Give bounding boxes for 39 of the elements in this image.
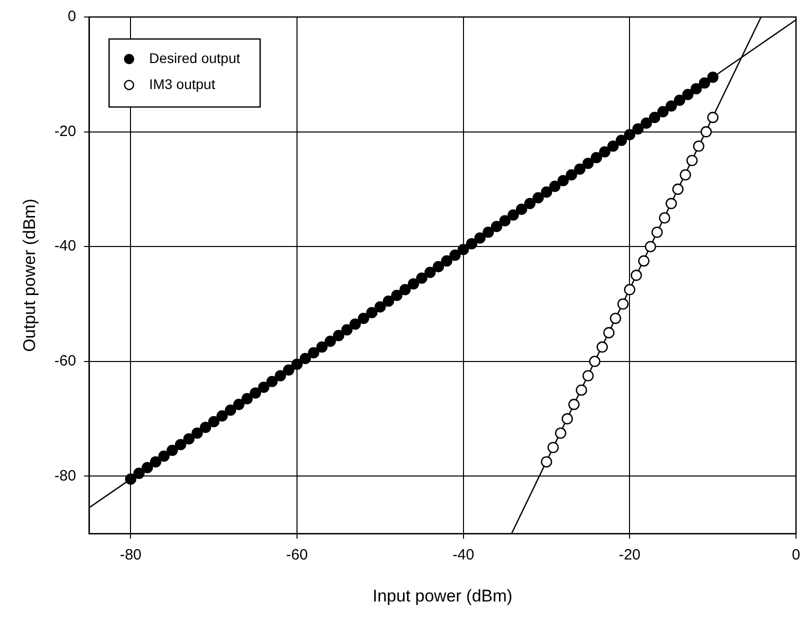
point: [707, 112, 718, 124]
x-tick-label: -60: [286, 546, 308, 564]
point: [666, 198, 677, 210]
y-tick-label: -60: [54, 352, 76, 370]
point: [562, 413, 573, 424]
point: [554, 428, 566, 439]
point: [540, 456, 552, 468]
x-tick-label: 0: [792, 546, 800, 564]
point: [651, 226, 663, 238]
point: [700, 126, 712, 138]
y-tick-label: -20: [54, 122, 76, 140]
y-axis-title: Output power (dBm): [20, 198, 39, 352]
y-tick-label: -80: [54, 467, 76, 484]
point: [603, 327, 615, 338]
point: [596, 341, 608, 353]
x-tick-label: -80: [120, 546, 142, 564]
x-axis-title: Input power (dBm): [372, 586, 512, 606]
point: [686, 154, 698, 166]
x-tick-label: -20: [618, 546, 641, 564]
point: [576, 384, 588, 396]
point: [693, 140, 704, 152]
point: [582, 370, 594, 382]
point: [672, 184, 684, 195]
point: [548, 442, 559, 454]
point: [630, 270, 642, 281]
point: [638, 255, 650, 267]
legend-label: Desired output: [149, 50, 240, 66]
legend-label: IM3 output: [149, 76, 216, 92]
point: [589, 356, 600, 368]
point: [624, 284, 636, 296]
point: [644, 240, 656, 252]
point: [617, 298, 629, 310]
point: [680, 169, 692, 180]
point: [658, 212, 670, 224]
x-tick-label: -40: [452, 546, 474, 564]
point: [568, 398, 580, 410]
y-tick-label: -40: [54, 238, 76, 255]
y-tick-label: 0: [68, 8, 76, 26]
point: [610, 312, 622, 324]
